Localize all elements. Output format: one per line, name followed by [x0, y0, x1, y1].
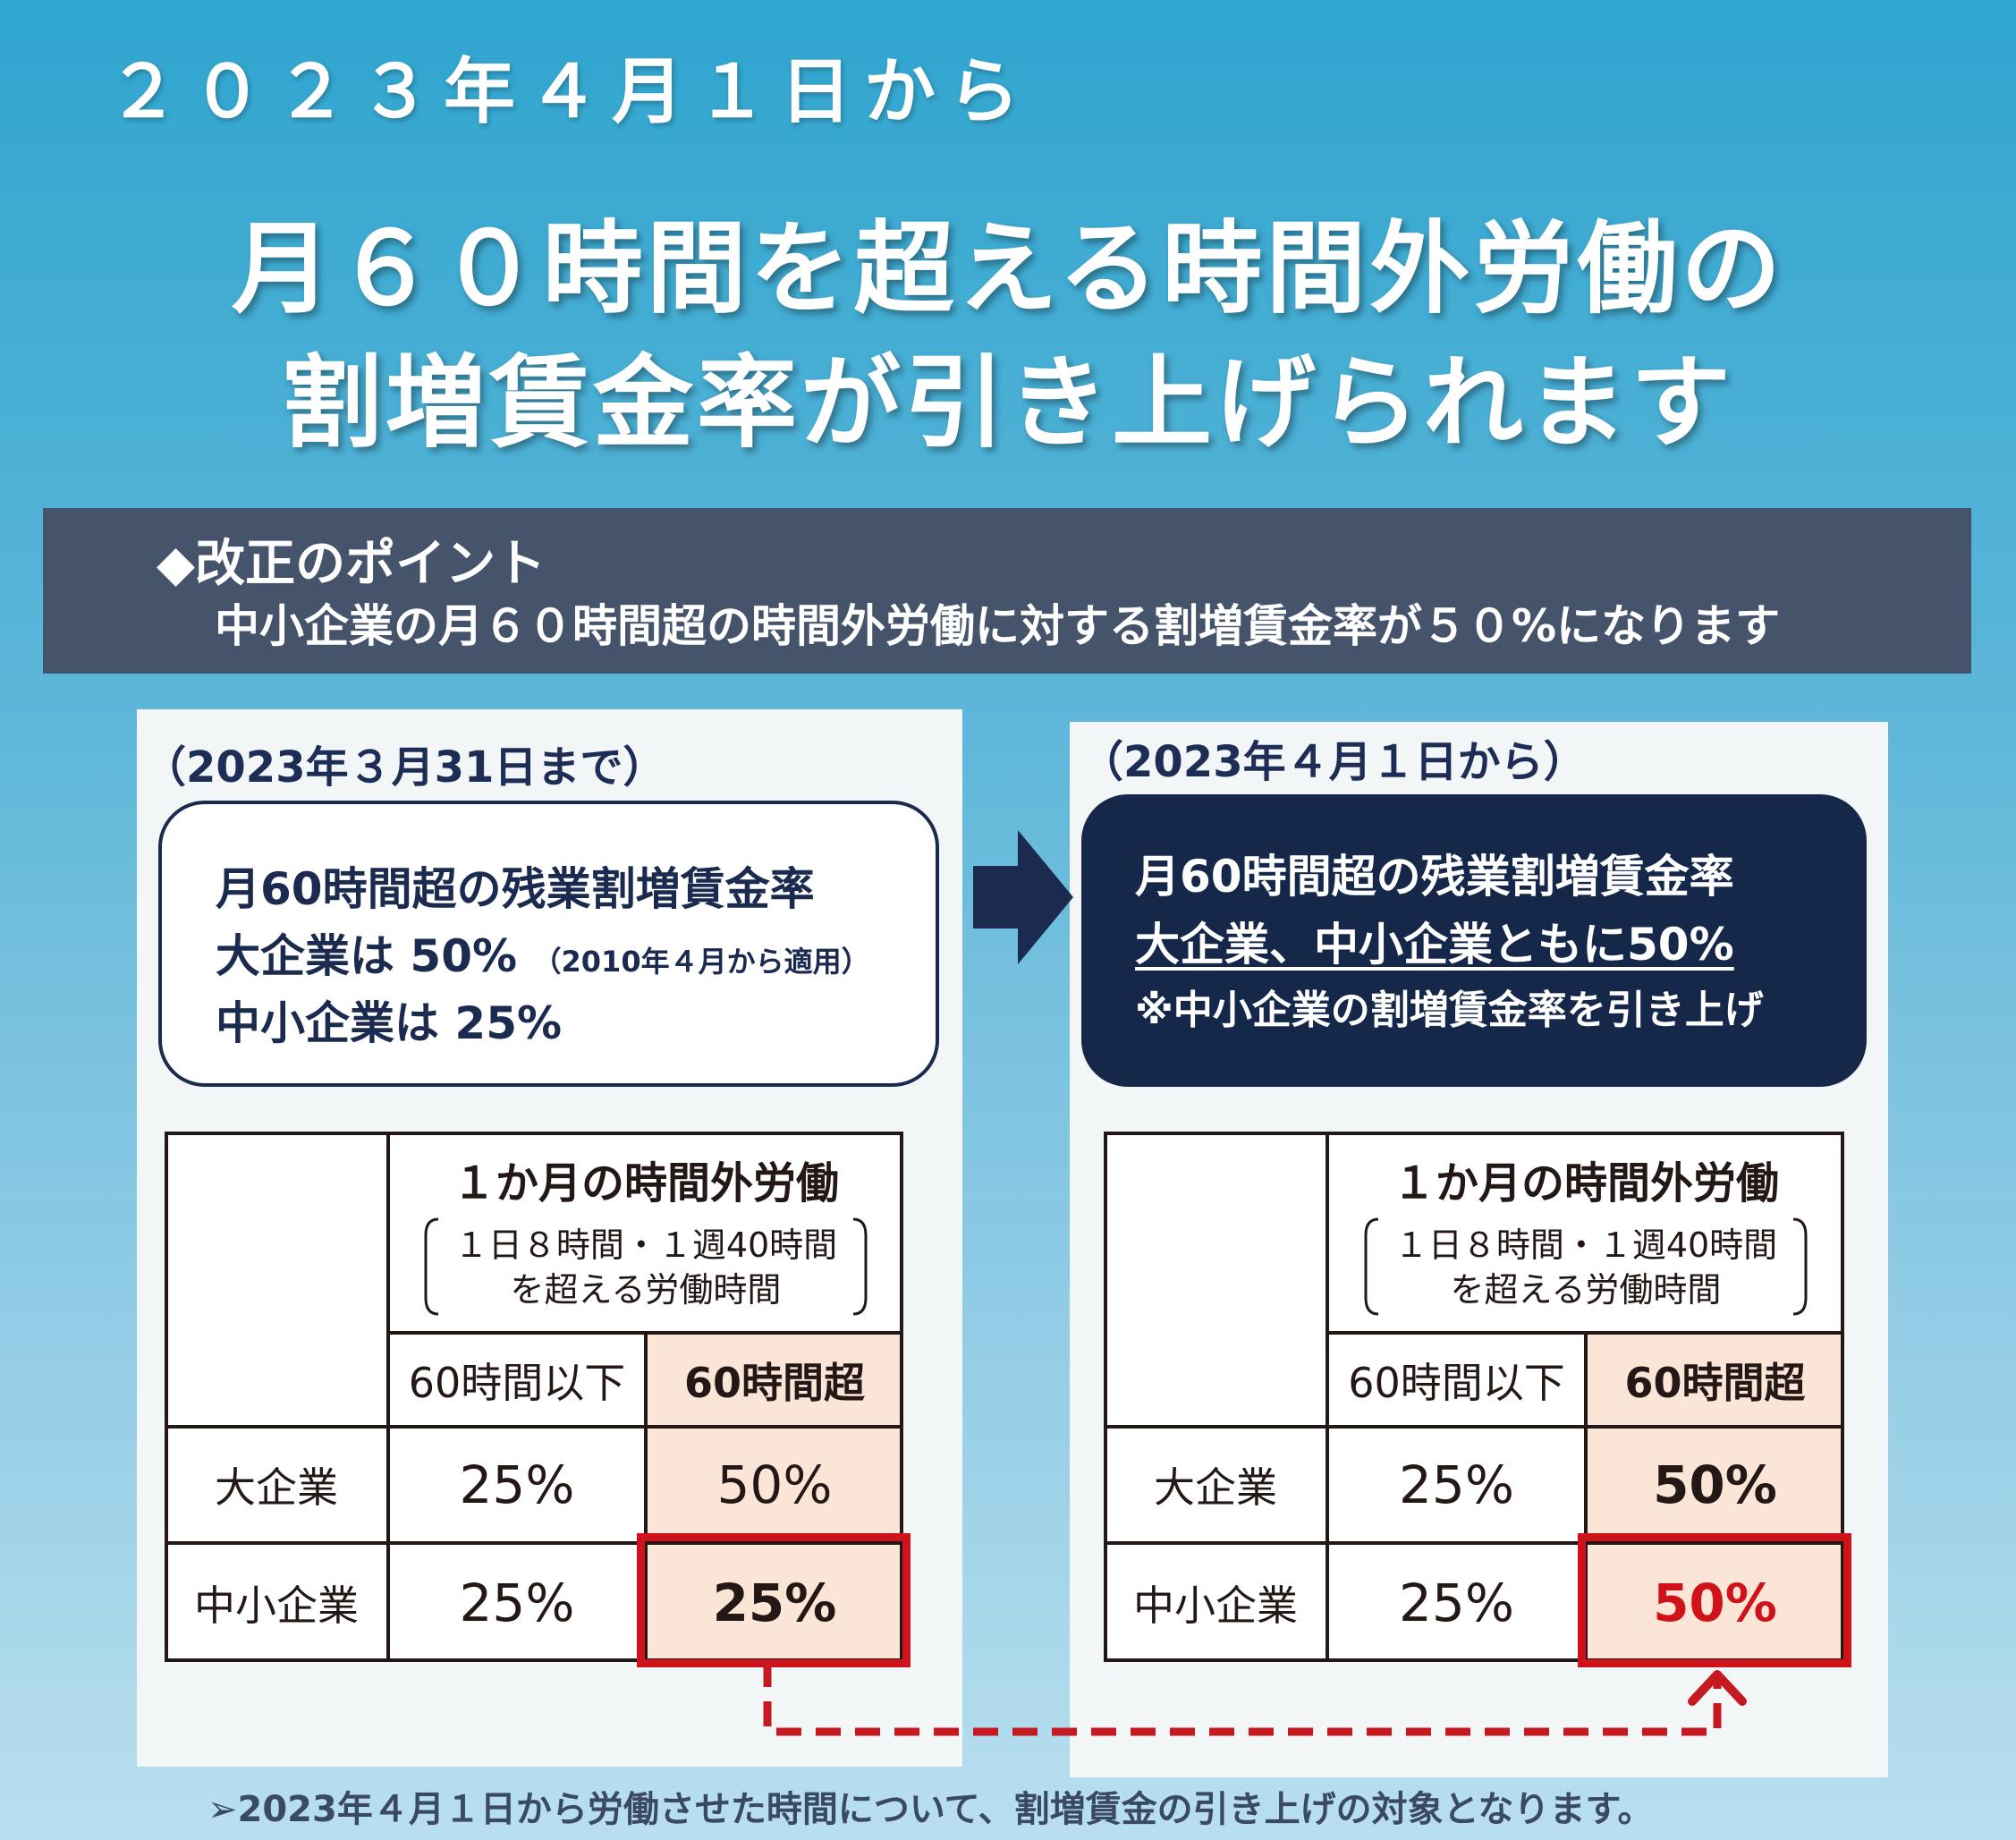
bracket-icon: [1793, 1217, 1808, 1315]
grid-line: [165, 1132, 168, 1662]
after-rate-table: １か月の時間外労働 １日８時間・１週40時間 を超える労働時間 60時間以下 6…: [1104, 1132, 1851, 1667]
grid-line: [1104, 1658, 1844, 1662]
effective-date-banner: ２０２３年４月１日から: [107, 50, 1032, 133]
grid-line: [1104, 1541, 1844, 1545]
col-gt60: 60時間超: [646, 1333, 903, 1427]
col-le60: 60時間以下: [388, 1333, 646, 1427]
before-sme-gt60: 25%: [646, 1543, 903, 1662]
table-header: １か月の時間外労働 １日８時間・１週40時間 を超える労働時間: [1327, 1132, 1844, 1333]
after-box-line2: 大企業、中小企業ともに50%: [1135, 919, 1734, 971]
table-header-title: １か月の時間外労働: [452, 1157, 839, 1208]
table-header-sub2: を超える労働時間: [1450, 1269, 1722, 1310]
revision-point-body: 中小企業の月６０時間超の時間外労働に対する割増賃金率が５０%になります: [215, 600, 1781, 652]
table-corner: [165, 1132, 388, 1427]
grid-line: [165, 1132, 903, 1135]
grid-line: [1104, 1425, 1844, 1429]
after-sme-gt60: 50%: [1586, 1543, 1844, 1662]
row-sme: 中小企業: [165, 1543, 388, 1662]
table-header-sub1: １日８時間・１週40時間: [453, 1225, 838, 1265]
before-large-le60: 25%: [388, 1427, 646, 1543]
row-large: 大企業: [165, 1427, 388, 1543]
before-large-note: （2010年４月から適用）: [532, 945, 870, 979]
after-large-le60: 25%: [1327, 1427, 1586, 1543]
footer-note: ➢2023年４月１日から労働させた時間について、割増賃金の引き上げの対象となりま…: [208, 1789, 1654, 1830]
revision-point-box: [43, 508, 1971, 674]
grid-line: [1326, 1132, 1329, 1662]
before-box-line2: 大企業は 50% （2010年４月から適用）: [216, 920, 870, 985]
after-summary-box: 月60時間超の残業割増賃金率 大企業、中小企業ともに50% ※中小企業の割増賃金…: [1081, 794, 1867, 1087]
right-arrow-icon: [973, 830, 1073, 964]
main-title-line2: 割増賃金率が引き上げられます: [282, 345, 1734, 462]
table-header-sub2: を超える労働時間: [510, 1269, 782, 1310]
grid-line: [644, 1333, 648, 1662]
before-summary-box: 月60時間超の残業割増賃金率 大企業は 50% （2010年４月から適用） 中小…: [158, 801, 939, 1087]
table-header-sub1: １日８時間・１週40時間: [1393, 1225, 1778, 1265]
before-large-rate: 大企業は 50%: [216, 930, 518, 982]
after-highlight-frame: [1578, 1533, 1851, 1667]
table-header-title: １か月の時間外労働: [1392, 1157, 1779, 1208]
grid-line: [386, 1132, 390, 1662]
after-box-line1: 月60時間超の残業割増賃金率: [1135, 851, 1734, 903]
col-gt60: 60時間超: [1586, 1333, 1844, 1427]
before-box-line1: 月60時間超の残業割増賃金率: [216, 863, 815, 915]
before-highlight-frame: [637, 1533, 911, 1667]
grid-line: [1841, 1132, 1844, 1662]
bracket-icon: [1364, 1217, 1378, 1315]
main-title-line1: 月６０時間を超える時間外労働の: [231, 211, 1785, 327]
grid-line: [165, 1541, 903, 1545]
after-large-gt60: 50%: [1586, 1427, 1844, 1543]
after-box-line3: ※中小企業の割増賃金率を引き上げ: [1135, 988, 1764, 1033]
grid-line: [900, 1132, 903, 1662]
before-caption: （2023年３月31日まで）: [143, 742, 666, 793]
grid-line: [165, 1658, 903, 1662]
row-large: 大企業: [1104, 1427, 1327, 1543]
before-large-gt60: 50%: [646, 1427, 903, 1543]
before-rate-table: １か月の時間外労働 １日８時間・１週40時間 を超える労働時間 60時間以下 6…: [165, 1132, 911, 1667]
dashed-connector-arrow-icon: [763, 1662, 1747, 1736]
before-sme-le60: 25%: [388, 1543, 646, 1662]
table-header: １か月の時間外労働 １日８時間・１週40時間 を超える労働時間: [388, 1132, 903, 1333]
bracket-icon: [424, 1217, 438, 1315]
revision-point-heading: ◆改正のポイント: [157, 535, 546, 593]
grid-line: [1104, 1132, 1844, 1135]
bracket-icon: [853, 1217, 868, 1315]
col-le60: 60時間以下: [1327, 1333, 1586, 1427]
grid-line: [388, 1331, 903, 1335]
grid-line: [1327, 1331, 1844, 1335]
before-box-line3: 中小企業は 25%: [216, 997, 563, 1049]
grid-line: [1584, 1333, 1588, 1662]
table-corner: [1104, 1132, 1327, 1427]
row-sme: 中小企業: [1104, 1543, 1327, 1662]
after-caption: （2023年４月１日から）: [1080, 737, 1587, 787]
grid-line: [165, 1425, 903, 1429]
table-header-bracket: １日８時間・１週40時間 を超える労働時間: [422, 1217, 869, 1318]
table-header-bracket: １日８時間・１週40時間 を超える労働時間: [1362, 1217, 1809, 1318]
grid-line: [1104, 1132, 1107, 1662]
after-sme-le60: 25%: [1327, 1543, 1586, 1662]
